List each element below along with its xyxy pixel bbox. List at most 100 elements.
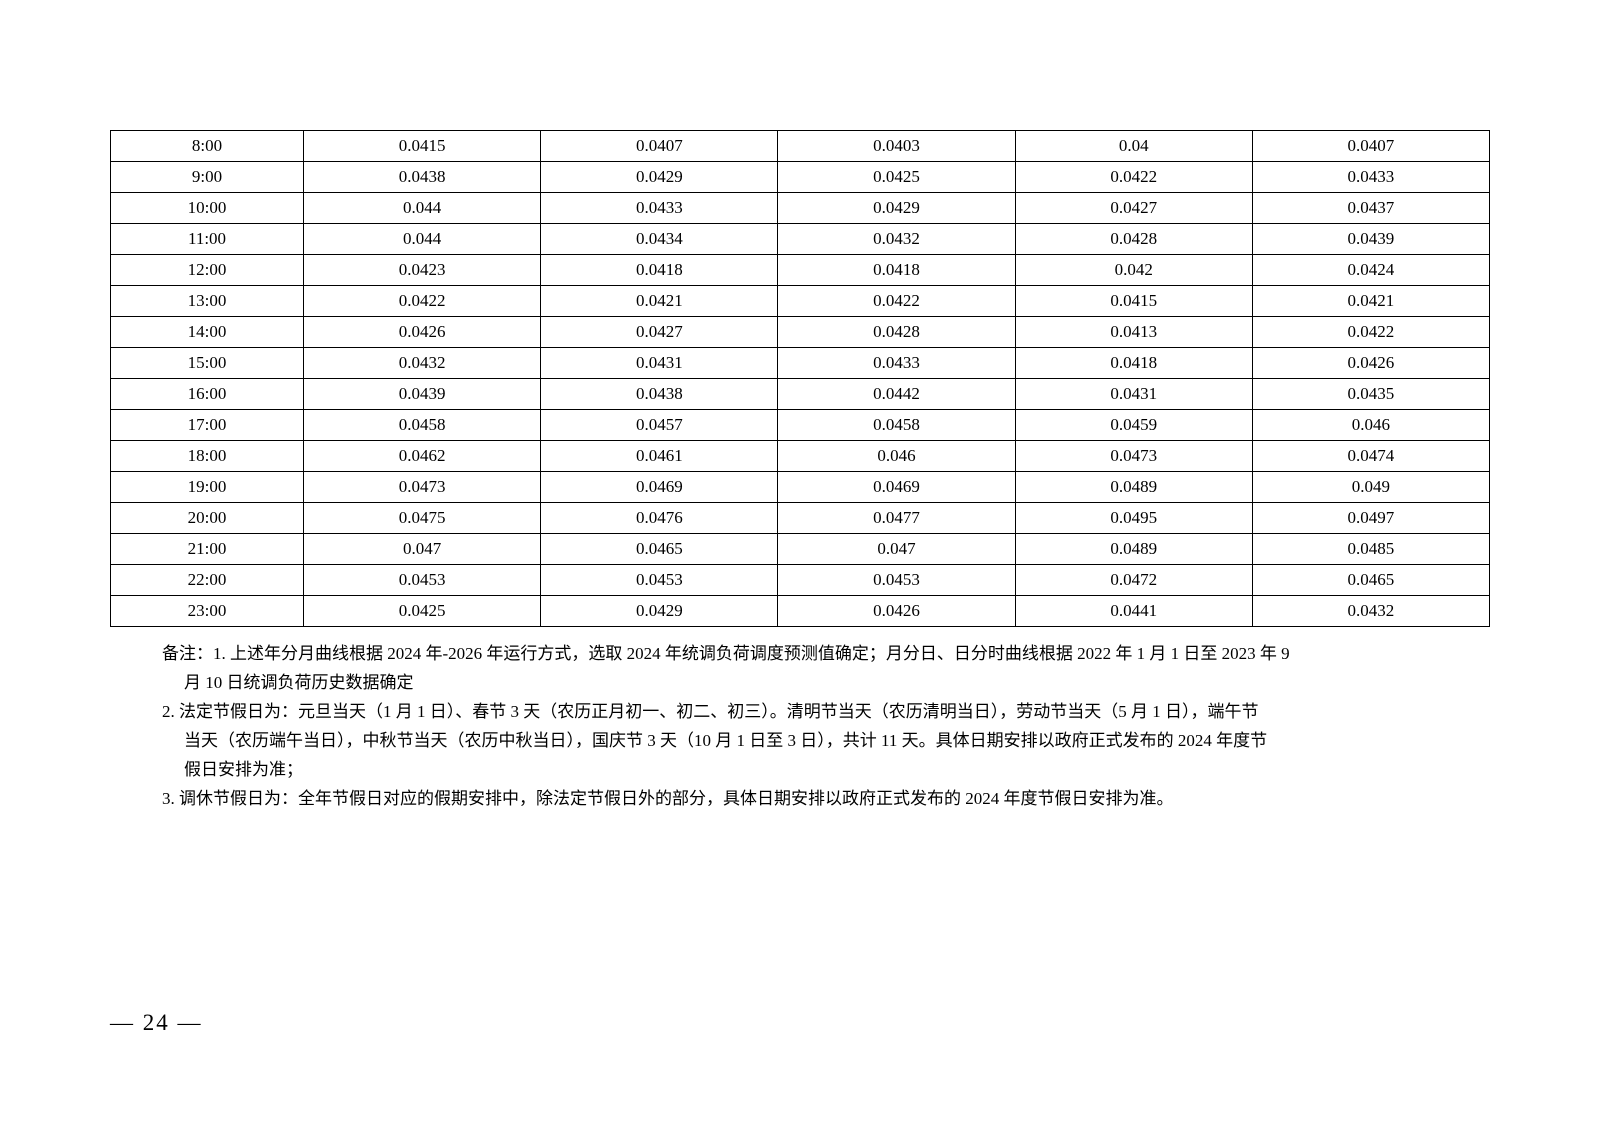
- table-row: 12:000.04230.04180.04180.0420.0424: [111, 255, 1490, 286]
- table-cell: 0.0461: [541, 441, 778, 472]
- table-cell: 0.0407: [541, 131, 778, 162]
- table-cell: 0.0403: [778, 131, 1015, 162]
- table-cell: 0.0407: [1252, 131, 1489, 162]
- table-cell: 8:00: [111, 131, 304, 162]
- note-1-line2: 月 10 日统调负荷历史数据确定: [110, 668, 1490, 697]
- table-cell: 0.0438: [304, 162, 541, 193]
- page-number: — 24 —: [110, 1010, 203, 1036]
- table-cell: 0.0426: [304, 317, 541, 348]
- table-cell: 0.0428: [1015, 224, 1252, 255]
- table-cell: 0.0425: [778, 162, 1015, 193]
- table-cell: 0.0415: [1015, 286, 1252, 317]
- table-cell: 0.0439: [304, 379, 541, 410]
- table-cell: 0.0485: [1252, 534, 1489, 565]
- table-row: 13:000.04220.04210.04220.04150.0421: [111, 286, 1490, 317]
- table-row: 21:000.0470.04650.0470.04890.0485: [111, 534, 1490, 565]
- table-cell: 0.0442: [778, 379, 1015, 410]
- table-cell: 0.0459: [1015, 410, 1252, 441]
- table-cell: 0.0422: [778, 286, 1015, 317]
- table-cell: 0.0437: [1252, 193, 1489, 224]
- table-cell: 0.0415: [304, 131, 541, 162]
- table-cell: 0.0421: [541, 286, 778, 317]
- table-cell: 0.0423: [304, 255, 541, 286]
- table-cell: 0.04: [1015, 131, 1252, 162]
- table-cell: 0.0435: [1252, 379, 1489, 410]
- table-cell: 0.0462: [304, 441, 541, 472]
- table-cell: 20:00: [111, 503, 304, 534]
- table-cell: 0.044: [304, 224, 541, 255]
- table-cell: 11:00: [111, 224, 304, 255]
- table-row: 10:000.0440.04330.04290.04270.0437: [111, 193, 1490, 224]
- table-cell: 0.042: [1015, 255, 1252, 286]
- table-cell: 0.044: [304, 193, 541, 224]
- table-cell: 0.0473: [1015, 441, 1252, 472]
- table-cell: 0.0427: [541, 317, 778, 348]
- table-cell: 18:00: [111, 441, 304, 472]
- table-cell: 13:00: [111, 286, 304, 317]
- table-cell: 0.0469: [541, 472, 778, 503]
- table-cell: 0.0433: [778, 348, 1015, 379]
- table-cell: 0.0418: [541, 255, 778, 286]
- table-cell: 12:00: [111, 255, 304, 286]
- table-cell: 0.0472: [1015, 565, 1252, 596]
- table-cell: 15:00: [111, 348, 304, 379]
- table-cell: 0.0438: [541, 379, 778, 410]
- table-cell: 0.0429: [541, 162, 778, 193]
- table-cell: 0.0431: [541, 348, 778, 379]
- table-row: 23:000.04250.04290.04260.04410.0432: [111, 596, 1490, 627]
- table-cell: 0.0469: [778, 472, 1015, 503]
- data-table: 8:000.04150.04070.04030.040.04079:000.04…: [110, 130, 1490, 627]
- table-cell: 0.0457: [541, 410, 778, 441]
- table-cell: 0.0453: [304, 565, 541, 596]
- table-cell: 0.0439: [1252, 224, 1489, 255]
- table-cell: 10:00: [111, 193, 304, 224]
- table-row: 17:000.04580.04570.04580.04590.046: [111, 410, 1490, 441]
- table-cell: 0.0433: [541, 193, 778, 224]
- table-cell: 0.0465: [1252, 565, 1489, 596]
- table-cell: 0.0495: [1015, 503, 1252, 534]
- table-cell: 0.0489: [1015, 534, 1252, 565]
- table-cell: 0.046: [1252, 410, 1489, 441]
- table-row: 22:000.04530.04530.04530.04720.0465: [111, 565, 1490, 596]
- table-cell: 0.0426: [1252, 348, 1489, 379]
- table-row: 16:000.04390.04380.04420.04310.0435: [111, 379, 1490, 410]
- note-1-line1: 备注：1. 上述年分月曲线根据 2024 年-2026 年运行方式，选取 202…: [110, 639, 1490, 668]
- table-cell: 0.0453: [541, 565, 778, 596]
- table-cell: 0.0425: [304, 596, 541, 627]
- table-cell: 16:00: [111, 379, 304, 410]
- table-row: 20:000.04750.04760.04770.04950.0497: [111, 503, 1490, 534]
- table-cell: 19:00: [111, 472, 304, 503]
- table-cell: 0.0426: [778, 596, 1015, 627]
- table-cell: 0.0418: [778, 255, 1015, 286]
- table-cell: 0.0427: [1015, 193, 1252, 224]
- table-cell: 0.0421: [1252, 286, 1489, 317]
- table-row: 9:000.04380.04290.04250.04220.0433: [111, 162, 1490, 193]
- table-cell: 0.0434: [541, 224, 778, 255]
- table-cell: 21:00: [111, 534, 304, 565]
- table-cell: 22:00: [111, 565, 304, 596]
- table-row: 19:000.04730.04690.04690.04890.049: [111, 472, 1490, 503]
- table-cell: 0.0413: [1015, 317, 1252, 348]
- table-cell: 0.0474: [1252, 441, 1489, 472]
- table-cell: 0.0477: [778, 503, 1015, 534]
- table-cell: 0.0453: [778, 565, 1015, 596]
- table-cell: 9:00: [111, 162, 304, 193]
- table-cell: 0.0458: [778, 410, 1015, 441]
- table-cell: 0.0476: [541, 503, 778, 534]
- table-cell: 0.0422: [1252, 317, 1489, 348]
- notes-section: 备注：1. 上述年分月曲线根据 2024 年-2026 年运行方式，选取 202…: [110, 639, 1490, 813]
- table-cell: 0.0418: [1015, 348, 1252, 379]
- table-cell: 0.0432: [304, 348, 541, 379]
- table-cell: 0.046: [778, 441, 1015, 472]
- note-3-line1: 3. 调休节假日为：全年节假日对应的假期安排中，除法定节假日外的部分，具体日期安…: [110, 784, 1490, 813]
- table-cell: 17:00: [111, 410, 304, 441]
- table-row: 8:000.04150.04070.04030.040.0407: [111, 131, 1490, 162]
- table-body: 8:000.04150.04070.04030.040.04079:000.04…: [111, 131, 1490, 627]
- table-cell: 0.0433: [1252, 162, 1489, 193]
- table-cell: 0.0475: [304, 503, 541, 534]
- table-row: 14:000.04260.04270.04280.04130.0422: [111, 317, 1490, 348]
- table-cell: 0.0465: [541, 534, 778, 565]
- table-cell: 0.0431: [1015, 379, 1252, 410]
- note-2-line2: 当天（农历端午当日），中秋节当天（农历中秋当日），国庆节 3 天（10 月 1 …: [110, 726, 1490, 755]
- table-cell: 23:00: [111, 596, 304, 627]
